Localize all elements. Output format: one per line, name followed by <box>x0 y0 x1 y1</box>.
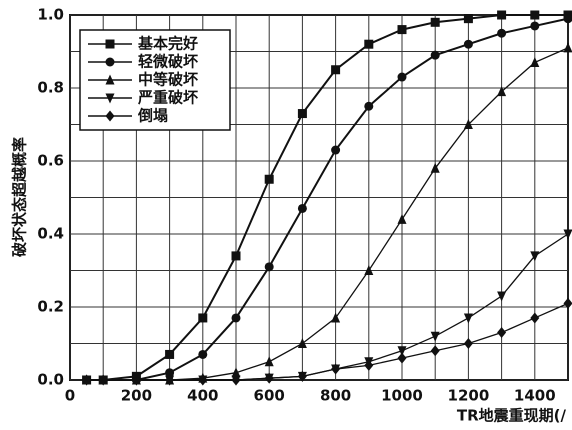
legend-label: 倒塌 <box>137 107 168 125</box>
x-tick-label: 800 <box>320 387 351 405</box>
data-point <box>430 331 440 342</box>
series-line <box>86 17 569 381</box>
data-point <box>463 14 473 24</box>
y-axis-label: 破坏状态超越概率 <box>11 137 29 257</box>
data-point <box>98 374 108 386</box>
data-point <box>198 374 208 386</box>
data-point <box>397 352 407 364</box>
data-point <box>563 297 572 309</box>
legend-marker <box>105 93 115 104</box>
legend-label: 基本完好 <box>137 35 198 53</box>
data-point <box>364 39 374 49</box>
x-tick-label: 600 <box>254 387 285 405</box>
data-point <box>231 374 241 386</box>
legend-label: 轻微破坏 <box>138 53 198 71</box>
data-point <box>563 229 572 240</box>
data-point <box>530 56 540 67</box>
y-tick-label: 0.2 <box>37 298 64 316</box>
data-point <box>82 374 92 386</box>
legend-marker <box>105 39 115 49</box>
x-tick-label: 1400 <box>514 387 556 405</box>
data-point <box>331 363 341 375</box>
legend-marker <box>105 57 115 67</box>
series-line <box>86 14 568 381</box>
data-point <box>530 312 540 324</box>
series-line <box>86 302 569 381</box>
data-point <box>430 17 440 27</box>
data-point <box>297 109 307 119</box>
data-point <box>198 349 208 359</box>
data-point <box>264 262 274 272</box>
data-point <box>463 338 473 349</box>
x-tick-label: 400 <box>187 387 218 405</box>
data-point <box>165 349 175 359</box>
legend-label: 中等破坏 <box>138 71 198 89</box>
data-point <box>165 368 175 378</box>
data-point <box>231 367 241 378</box>
data-point <box>331 312 341 323</box>
x-axis-label: TR地震重现期(/ <box>457 407 567 425</box>
legend-label: 严重破坏 <box>137 89 198 107</box>
data-point <box>430 345 440 357</box>
data-point <box>397 213 407 224</box>
data-point <box>397 25 407 35</box>
data-point <box>563 14 572 24</box>
data-point <box>463 39 473 49</box>
data-point <box>430 162 440 173</box>
data-point <box>297 370 307 382</box>
y-tick-label: 0.4 <box>37 225 64 243</box>
data-point <box>497 10 507 20</box>
data-point <box>497 327 507 339</box>
legend-marker <box>105 74 115 85</box>
data-point <box>563 42 572 53</box>
data-point <box>264 356 274 367</box>
data-point <box>497 28 507 38</box>
data-point <box>430 50 440 60</box>
data-point <box>530 251 540 262</box>
legend-marker <box>105 110 115 122</box>
x-tick-label: 1000 <box>381 387 423 405</box>
data-point <box>297 338 307 348</box>
data-point <box>364 101 374 111</box>
data-point <box>198 313 208 323</box>
x-tick-label: 0 <box>65 387 75 405</box>
data-point <box>331 145 341 155</box>
x-tick-label: 1200 <box>448 387 490 405</box>
data-point <box>530 10 540 20</box>
data-point <box>264 372 274 384</box>
data-point <box>463 119 473 129</box>
data-point <box>231 251 241 261</box>
data-point <box>231 313 241 323</box>
data-point <box>530 21 540 31</box>
data-point <box>364 265 374 275</box>
data-point <box>397 346 407 357</box>
data-point <box>165 374 175 386</box>
data-point <box>463 313 473 324</box>
data-point <box>497 291 507 302</box>
data-point <box>264 174 274 184</box>
y-tick-label: 0.8 <box>37 79 64 97</box>
data-point <box>397 72 407 82</box>
data-point <box>331 65 341 75</box>
data-point <box>131 374 141 386</box>
data-point <box>297 203 307 213</box>
x-tick-label: 200 <box>121 387 152 405</box>
y-tick-label: 0.6 <box>37 152 64 170</box>
y-tick-label: 0.0 <box>37 371 64 389</box>
data-point <box>364 359 374 371</box>
y-tick-label: 1.0 <box>37 6 64 24</box>
data-point <box>497 86 507 97</box>
